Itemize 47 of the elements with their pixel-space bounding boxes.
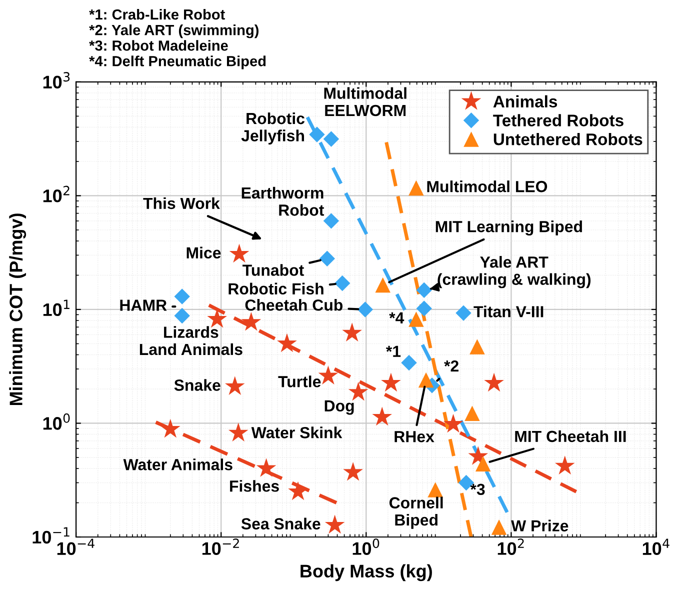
annotation: Robotic Fish [228,282,324,295]
legend-label: Untethered Robots [494,133,642,146]
text: *2: Yale ART (swimming) [89,24,259,38]
legend-label: Animals [493,95,558,108]
x-tick-label: 10$^{0}$ [352,538,380,555]
y-tick-label: 10$^{0}$ [43,413,70,430]
annotation: MIT Cheetah III [515,430,626,442]
x-tick-label: 10$^{4}$ [642,538,670,556]
y-tick-label: 10$^{1}$ [43,300,70,316]
annotation: Yale ART (crawling & walking) [438,256,591,288]
annotation: Tunabot [242,264,304,276]
annotation: Water Animals [123,458,232,470]
annotation: W Prize [511,520,568,532]
annotation: Titan V-III [474,306,544,318]
x-tick-label: 10$^{−2}$ [202,538,239,555]
annotation: Dog [324,400,354,415]
annotation: *2 [444,360,458,372]
x-tick-label: 10$^{2}$ [498,538,524,555]
y-axis-title: Minimum COT (P/mgv) [9,214,26,406]
annotation: RHex [394,431,434,442]
text: *3: Robot Madeleine [89,40,228,51]
annotation: Fishes [230,480,279,492]
annotation: Water Skink [251,426,342,438]
x-tick-label: 10$^{−4}$ [57,538,94,556]
annotation: Sea Snake [241,518,320,530]
y-tick-label: 10$^{2}$ [43,186,70,202]
annotation: Lizards Land Animals [140,326,242,356]
annotation: MIT Learning Biped [436,220,582,236]
annotation: Earthworm Robot [242,186,324,216]
annotation: Turtle [278,376,321,388]
y-tick-label: 10$^{3}$ [43,72,70,89]
annotation: HAMR [120,300,167,311]
text: *4: Delft Pneumatic Biped [89,56,266,70]
text: *1: Crab-Like Robot [89,8,225,20]
legend-label: Tethered Robots [493,114,624,126]
annotation: Robotic Jellyfish [241,112,305,145]
annotation: Mice [186,246,221,258]
x-axis-title: Body Mass (kg) [300,564,432,582]
annotation: Multimodal EELWORM [324,87,406,116]
annotation: This Work [143,197,220,210]
annotation: *3 [470,484,485,496]
annotation: Cheetah Cub [245,299,343,311]
annotation: Multimodal LEO [427,180,548,192]
annotation: *4 [389,312,404,324]
annotation: Snake [174,379,220,391]
annotation: *1 [386,346,401,357]
annotation: Cornell Biped [389,496,443,529]
